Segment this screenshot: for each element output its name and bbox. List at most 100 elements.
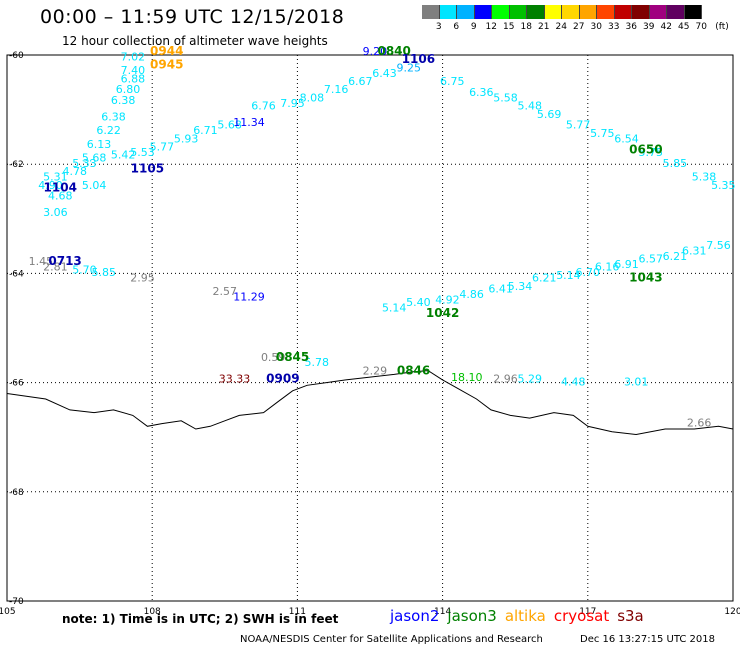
color-scale-label: 36 [625, 22, 637, 32]
wave-height-observation: 5.14 [556, 269, 581, 282]
wave-height-observation: 6.71 [193, 124, 218, 137]
wave-height-observation: 6.43 [372, 67, 397, 80]
latitude-tick-label: -66 [9, 379, 24, 389]
wave-height-observation: 4.92 [435, 293, 460, 306]
wave-height-observation: 33.33 [219, 373, 251, 386]
wave-height-observation: 6.88 [121, 72, 146, 85]
color-scale-label: 24 [555, 22, 567, 32]
wave-height-observation: 2.29 [363, 364, 388, 377]
pass-time-label: 1042 [426, 306, 459, 320]
color-scale-label: 45 [678, 22, 690, 32]
wave-height-observation: 7.95 [280, 97, 305, 110]
wave-height-observation: 6.70 [576, 266, 601, 279]
wave-height-observation: 4.90 [38, 179, 63, 192]
wave-height-observation: 1.45 [29, 255, 54, 268]
latitude-tick-label: -62 [9, 160, 24, 170]
wave-height-observation: 5.42 [111, 149, 136, 162]
wave-height-observation: 6.38 [111, 94, 136, 107]
wave-height-observation: 6.38 [101, 111, 126, 124]
color-scale-swatch [544, 5, 562, 19]
wave-height-observation: 18.10 [451, 371, 483, 384]
color-scale-swatch [562, 5, 580, 19]
wave-height-observation: 5.78 [305, 356, 330, 369]
pass-time-label: 1105 [131, 161, 164, 175]
wave-height-observation: 6.75 [440, 75, 465, 88]
satellite-legend: jason2 jason3 altika cryosat s3a [390, 607, 652, 625]
latitude-tick-label: -68 [9, 488, 24, 498]
pass-time-label: 0840 [377, 44, 410, 58]
satellite-legend-entry: jason3 [447, 607, 497, 625]
wave-height-observation: 5.75 [590, 127, 615, 140]
wave-height-observation: 6.21 [663, 250, 688, 263]
wave-height-observation: 4.68 [48, 190, 73, 203]
wave-height-observation: 5.48 [517, 100, 542, 113]
satellite-legend-entry: altika [504, 607, 546, 625]
pass-time-label: 1104 [44, 181, 77, 195]
wave-height-observation: 7.56 [706, 239, 731, 252]
satellite-legend-entry: cryosat [553, 607, 610, 625]
color-scale-label: 6 [453, 22, 460, 32]
longitude-tick-label: 114 [434, 607, 451, 617]
wave-height-observation: 6.21 [532, 272, 557, 285]
satellite-legend-entry: jason2 [390, 607, 440, 625]
wave-height-observation: 5.77 [150, 141, 175, 154]
pass-time-label: 0713 [48, 254, 81, 268]
wave-height-observation: 2.95 [130, 272, 155, 285]
latitude-tick-label: -70 [9, 597, 24, 607]
wave-height-observation: 5.31 [43, 171, 68, 184]
wave-height-observation: 5.69 [537, 108, 562, 121]
wave-height-observation: 5.70 [72, 263, 97, 276]
wave-height-observation: 3.01 [624, 375, 649, 388]
color-scale-swatch [632, 5, 650, 19]
color-scale-label: 21 [538, 22, 550, 32]
color-scale-label: 39 [643, 22, 655, 32]
color-scale-label: 12 [485, 22, 497, 32]
wave-height-observation: 4.78 [63, 165, 88, 178]
pass-time-label: 0650 [629, 142, 662, 156]
color-scale-swatch [457, 5, 475, 19]
color-scale-swatch [597, 5, 615, 19]
wave-height-observation: 6.80 [116, 83, 141, 96]
color-scale-label: 42 [660, 22, 672, 32]
pass-time-label: 0945 [150, 58, 183, 72]
wave-height-observation: 6.76 [251, 100, 276, 113]
longitude-tick-label: 120 [724, 607, 740, 617]
wave-height-observation: 5.85 [663, 157, 688, 170]
color-scale-label: 18 [520, 22, 532, 32]
wave-height-observation: 7.02 [121, 50, 146, 63]
footnote: note: 1) Time is in UTC; 2) SWH is in fe… [62, 612, 339, 626]
map-subtitle: 12 hour collection of altimeter wave hei… [62, 34, 328, 48]
wave-height-observation: 9.20 [363, 45, 388, 58]
color-scale-swatch [422, 5, 440, 19]
wave-height-observation: 11.29 [233, 291, 265, 304]
longitude-tick-label: 108 [144, 607, 161, 617]
color-scale-swatch [439, 5, 457, 19]
map-title: 00:00 – 11:59 UTC 12/15/2018 [40, 6, 345, 28]
color-scale-swatch [474, 5, 492, 19]
wave-height-observation: 5.53 [130, 146, 155, 159]
wave-height-observation: 5.40 [406, 296, 431, 309]
wave-height-observation: 3.06 [43, 206, 68, 219]
pass-time-label: 1106 [402, 52, 435, 66]
wave-height-observation: 5.58 [493, 91, 518, 104]
wave-height-observation: 5.35 [711, 179, 736, 192]
wave-height-observation: 6.57 [638, 252, 663, 265]
color-scale-swatch [492, 5, 510, 19]
wave-height-observation: 5.34 [508, 280, 533, 293]
color-scale-label: 15 [503, 22, 515, 32]
pass-time-label: 0944 [150, 44, 183, 58]
latitude-tick-label: -60 [9, 51, 24, 61]
pass-time-label: 0845 [276, 350, 309, 364]
color-scale-label: 3 [435, 22, 442, 32]
wave-height-observation: 6.22 [96, 124, 121, 137]
color-scale-label: 33 [608, 22, 620, 32]
wave-height-observation: 5.04 [82, 179, 107, 192]
satellite-legend-entry: s3a [617, 607, 644, 625]
wave-height-observation: 5.77 [566, 119, 591, 132]
wave-height-observation: 7.16 [324, 83, 349, 96]
wave-height-observation: 5.29 [517, 373, 542, 386]
wave-height-observation: 5.75 [638, 146, 663, 159]
wave-height-observation: 7.40 [121, 64, 146, 77]
color-scale-swatch [667, 5, 685, 19]
